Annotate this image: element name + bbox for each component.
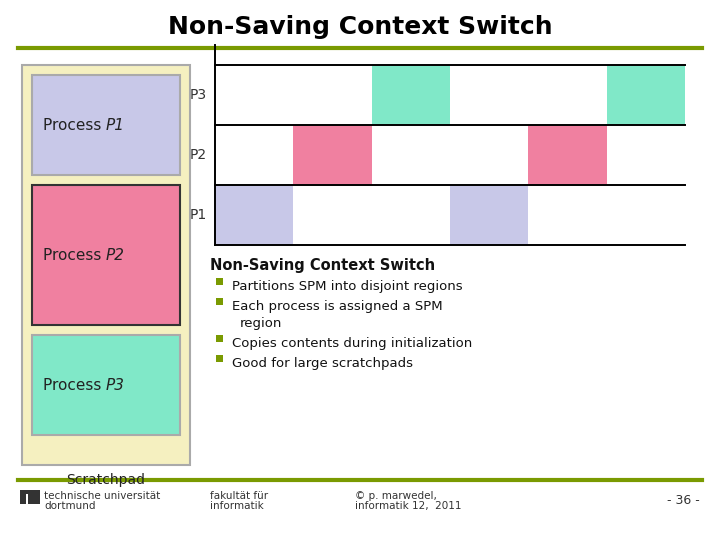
Text: informatik: informatik xyxy=(210,501,264,511)
Bar xyxy=(28,500,40,504)
Text: fakultät für: fakultät für xyxy=(210,491,268,501)
Bar xyxy=(215,185,293,245)
Text: P3: P3 xyxy=(106,377,125,393)
FancyBboxPatch shape xyxy=(32,75,180,175)
FancyBboxPatch shape xyxy=(32,185,180,325)
Bar xyxy=(216,334,223,341)
Text: Partitions SPM into disjoint regions: Partitions SPM into disjoint regions xyxy=(232,280,463,293)
Text: Each process is assigned a SPM: Each process is assigned a SPM xyxy=(232,300,443,313)
Text: P1: P1 xyxy=(106,118,125,132)
Text: - 36 -: - 36 - xyxy=(667,495,700,508)
Text: © p. marwedel,: © p. marwedel, xyxy=(355,491,437,501)
Bar xyxy=(34,493,40,504)
Text: P1: P1 xyxy=(190,208,207,222)
Text: Process: Process xyxy=(42,118,106,132)
FancyBboxPatch shape xyxy=(32,335,180,435)
Bar xyxy=(28,493,34,504)
Bar xyxy=(293,125,372,185)
Text: technische universität: technische universität xyxy=(44,491,161,501)
Text: Non-Saving Context Switch: Non-Saving Context Switch xyxy=(210,258,435,273)
Text: Good for large scratchpads: Good for large scratchpads xyxy=(232,357,413,370)
Text: dortmund: dortmund xyxy=(44,501,96,511)
Text: Process: Process xyxy=(42,377,106,393)
Text: P2: P2 xyxy=(106,247,125,262)
Text: P2: P2 xyxy=(190,148,207,162)
Text: P3: P3 xyxy=(190,88,207,102)
Text: region: region xyxy=(240,317,282,330)
Bar xyxy=(450,185,528,245)
Text: Scratchpad: Scratchpad xyxy=(66,473,145,487)
Bar xyxy=(528,125,607,185)
Text: Non-Saving Context Switch: Non-Saving Context Switch xyxy=(168,15,552,39)
Bar xyxy=(216,298,223,305)
Bar xyxy=(20,490,40,494)
FancyBboxPatch shape xyxy=(22,65,190,465)
Text: Copies contents during initialization: Copies contents during initialization xyxy=(232,337,472,350)
Bar xyxy=(216,278,223,285)
Bar xyxy=(607,65,685,125)
Text: Process: Process xyxy=(42,247,106,262)
Text: informatik 12,  2011: informatik 12, 2011 xyxy=(355,501,462,511)
Bar xyxy=(216,354,223,361)
Bar xyxy=(20,493,26,504)
Bar xyxy=(372,65,450,125)
